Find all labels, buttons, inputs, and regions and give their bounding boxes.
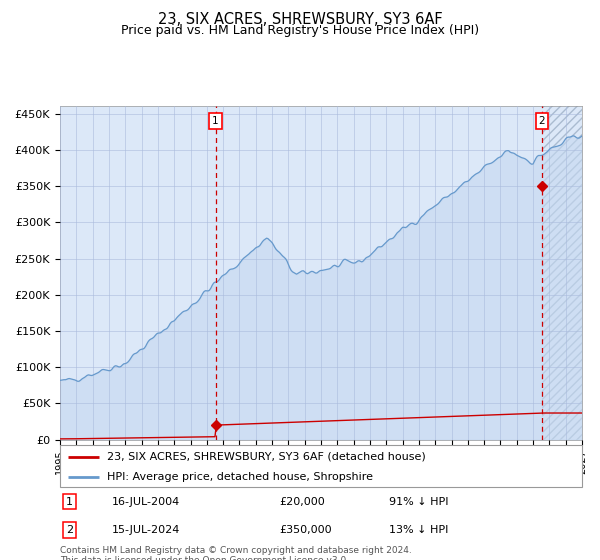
Text: 23, SIX ACRES, SHREWSBURY, SY3 6AF (detached house): 23, SIX ACRES, SHREWSBURY, SY3 6AF (deta… (107, 452, 426, 462)
FancyBboxPatch shape (60, 445, 582, 487)
Text: HPI: Average price, detached house, Shropshire: HPI: Average price, detached house, Shro… (107, 472, 373, 482)
Text: 91% ↓ HPI: 91% ↓ HPI (389, 497, 448, 507)
Text: 2: 2 (66, 525, 73, 535)
Text: Price paid vs. HM Land Registry's House Price Index (HPI): Price paid vs. HM Land Registry's House … (121, 24, 479, 36)
Text: 1: 1 (212, 116, 219, 127)
Text: 1: 1 (66, 497, 73, 507)
Text: 15-JUL-2024: 15-JUL-2024 (112, 525, 181, 535)
Text: 23, SIX ACRES, SHREWSBURY, SY3 6AF: 23, SIX ACRES, SHREWSBURY, SY3 6AF (158, 12, 442, 27)
Text: £20,000: £20,000 (279, 497, 325, 507)
Text: Contains HM Land Registry data © Crown copyright and database right 2024.
This d: Contains HM Land Registry data © Crown c… (60, 546, 412, 560)
Text: 16-JUL-2004: 16-JUL-2004 (112, 497, 181, 507)
Text: £350,000: £350,000 (279, 525, 332, 535)
Text: 2: 2 (539, 116, 545, 127)
Text: 13% ↓ HPI: 13% ↓ HPI (389, 525, 448, 535)
